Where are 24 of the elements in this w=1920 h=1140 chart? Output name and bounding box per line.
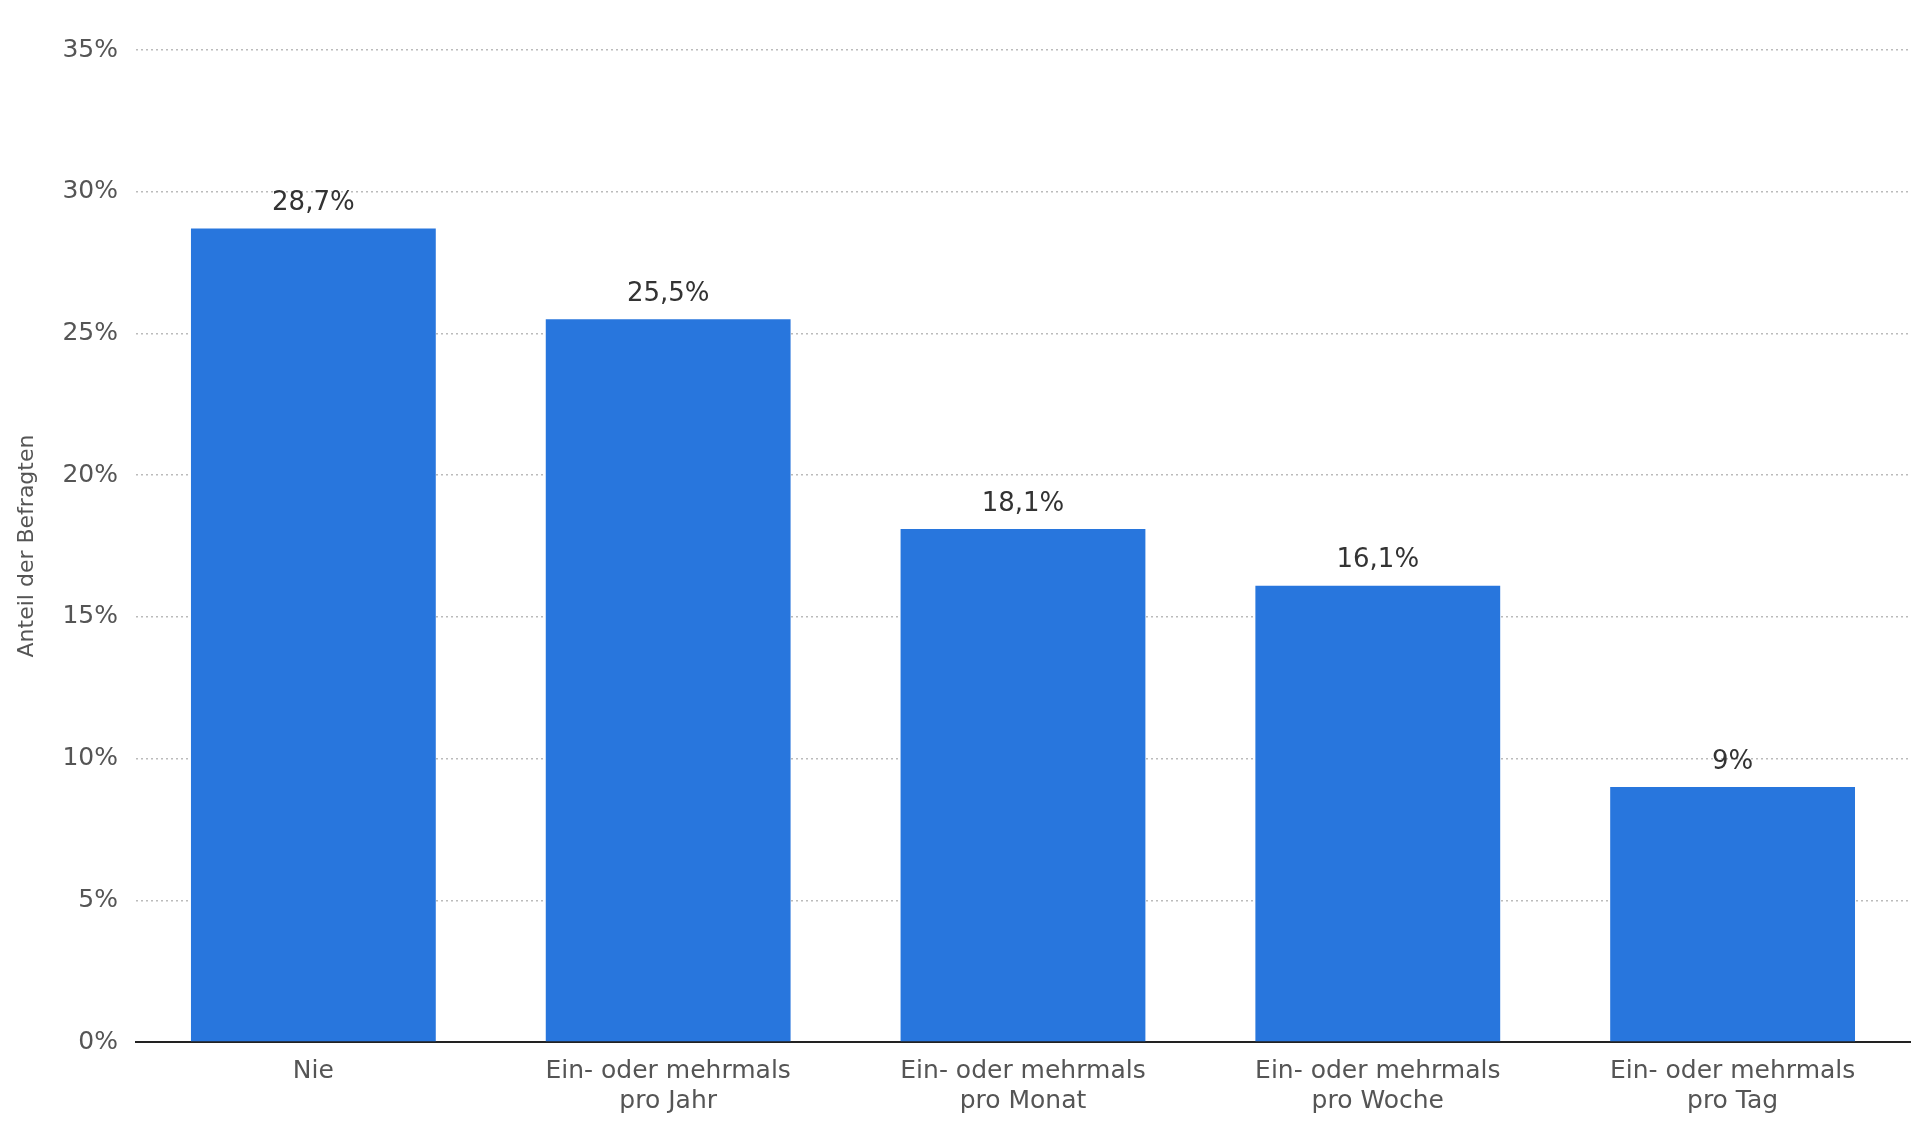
y-tick-label: 15% (62, 600, 118, 630)
bar (545, 319, 791, 1042)
bar (1610, 786, 1856, 1042)
y-tick-label: 35% (62, 33, 118, 63)
x-tick-label: Ein- oder mehrmals pro Jahr (545, 1054, 791, 1114)
bar (1255, 585, 1501, 1042)
y-tick-label: 10% (62, 742, 118, 772)
x-tick-label: Ein- oder mehrmals pro Monat (900, 1054, 1146, 1114)
bar (190, 228, 436, 1042)
y-tick-label: 25% (62, 316, 118, 346)
bar (900, 528, 1146, 1042)
x-tick-label: Ein- oder mehrmals pro Woche (1255, 1054, 1501, 1114)
data-label: 28,7% (272, 186, 355, 217)
data-label: 18,1% (981, 486, 1065, 517)
data-label: 9% (1711, 744, 1754, 775)
data-label: 25,5% (626, 277, 710, 308)
y-tick-label: 30% (62, 175, 118, 205)
data-label: 16,1% (1336, 543, 1420, 574)
x-tick-label: Nie (292, 1054, 334, 1084)
y-tick-label: 20% (62, 458, 118, 488)
y-tick-label: 0% (78, 1025, 118, 1055)
x-tick-label: Ein- oder mehrmals pro Tag (1609, 1054, 1856, 1114)
y-axis-title: Anteil der Befragten (12, 434, 38, 658)
y-tick-label: 5% (78, 883, 118, 913)
